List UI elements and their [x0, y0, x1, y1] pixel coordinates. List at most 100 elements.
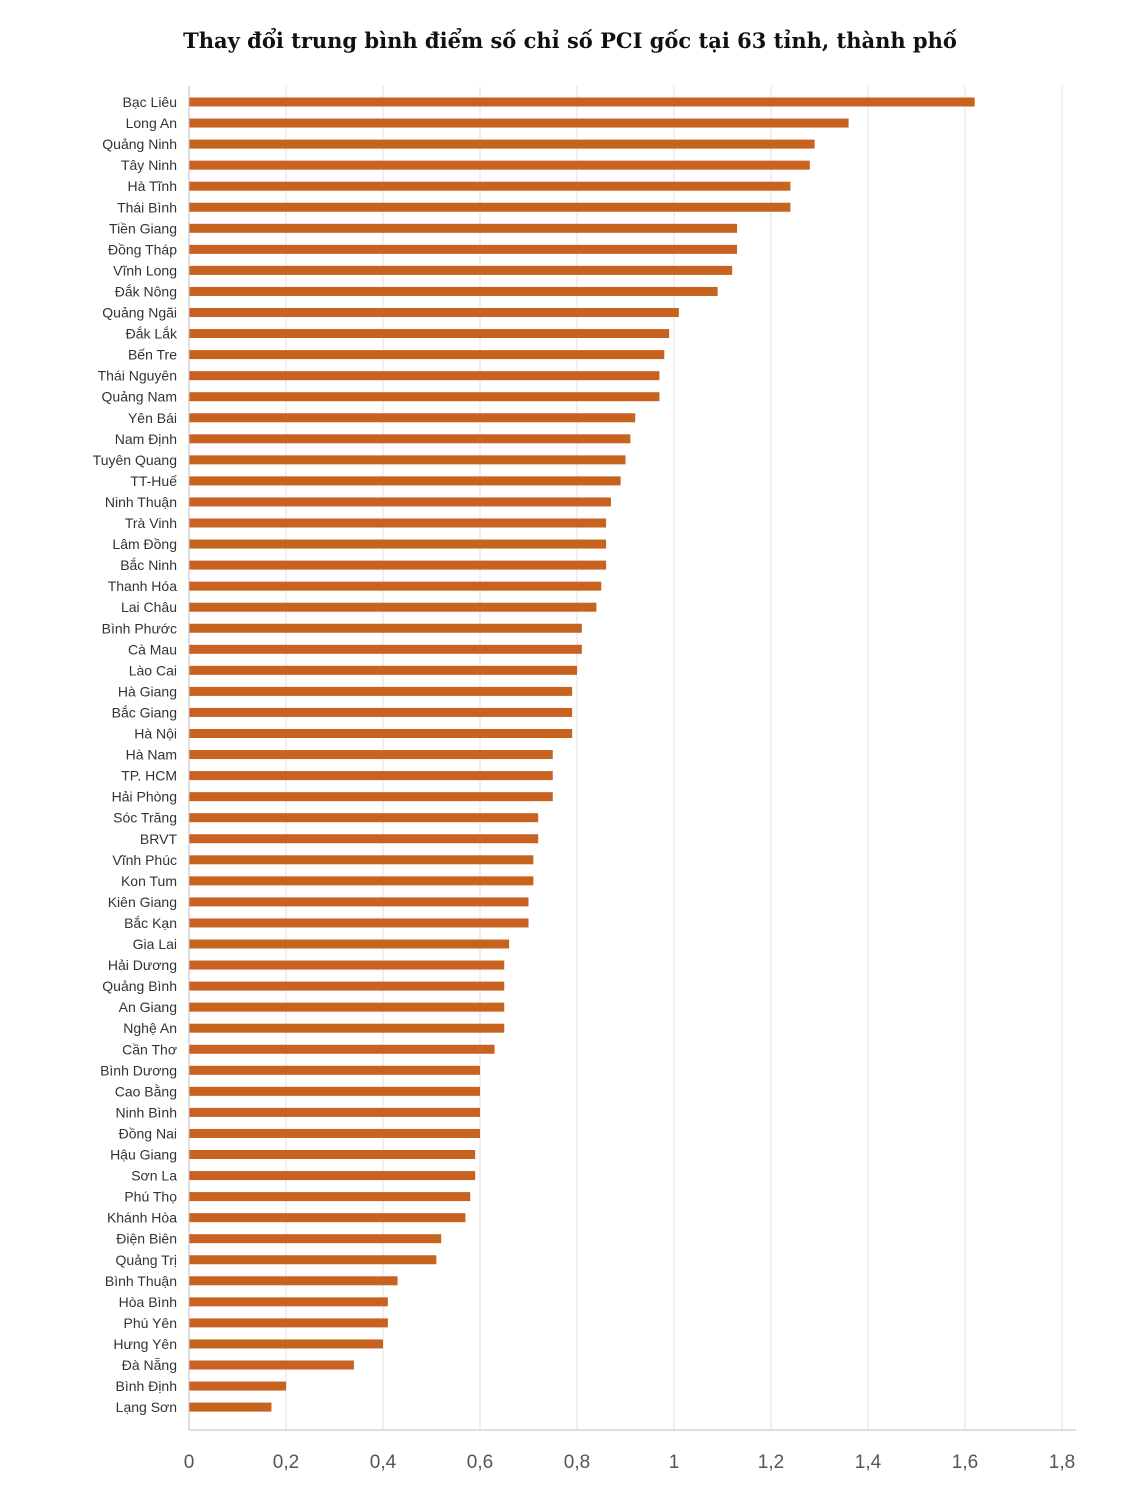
category-label: An Giang — [119, 999, 177, 1015]
category-label: Nam Định — [115, 431, 177, 447]
category-label: Quảng Trị — [116, 1252, 177, 1268]
bar — [189, 1107, 480, 1117]
category-label: Vĩnh Phúc — [112, 852, 177, 868]
bar — [189, 1255, 437, 1265]
bar — [189, 329, 670, 339]
bar — [189, 1044, 495, 1054]
bar — [189, 1065, 480, 1075]
bar — [189, 918, 529, 928]
bar — [189, 1171, 476, 1181]
bar — [189, 813, 539, 823]
category-label: Quảng Ninh — [102, 136, 177, 152]
bar — [189, 265, 733, 275]
bar — [189, 750, 553, 760]
x-tick-label: 0,6 — [467, 1452, 493, 1473]
category-label: Hòa Bình — [119, 1294, 177, 1310]
x-axis: 0 0,2 0,4 0,6 0,8 1 1,2 1,4 1,6 1,8 — [184, 86, 1076, 1473]
category-label: Cần Thơ — [122, 1041, 177, 1057]
category-label: TT-Huế — [130, 473, 177, 489]
category-label: Kon Tum — [121, 873, 177, 889]
category-label: Tuyên Quang — [93, 452, 177, 468]
bar — [189, 118, 849, 128]
category-label: Hậu Giang — [110, 1147, 177, 1163]
bar — [189, 350, 665, 360]
category-label: Gia Lai — [133, 936, 177, 952]
category-label: Ninh Thuận — [105, 494, 177, 510]
category-label: Phú Yên — [124, 1315, 177, 1331]
bar — [189, 581, 602, 591]
bar — [189, 539, 607, 549]
bar — [189, 308, 679, 317]
bar — [189, 876, 534, 886]
category-label: Quảng Nam — [102, 389, 177, 405]
bar — [189, 223, 738, 233]
x-tick-label: 1,2 — [758, 1452, 784, 1473]
category-label: Phú Thọ — [124, 1189, 177, 1205]
category-label: Khánh Hòa — [107, 1210, 177, 1226]
bar — [189, 1213, 466, 1223]
category-label: Vĩnh Long — [113, 262, 177, 278]
bar — [189, 981, 505, 991]
bar — [189, 1297, 388, 1307]
category-label: Lào Cai — [129, 662, 177, 678]
chart-title: Thay đổi trung bình điểm số chỉ số PCI g… — [183, 28, 957, 53]
bar — [189, 286, 718, 296]
x-tick-label: 1,4 — [855, 1452, 882, 1473]
bar — [189, 413, 636, 423]
category-label: Đắk Lắk — [126, 326, 178, 342]
bar — [189, 202, 791, 212]
bar — [189, 455, 626, 465]
category-label: Yên Bái — [128, 410, 177, 426]
bar — [189, 139, 815, 149]
bar — [189, 686, 573, 696]
category-label: Thanh Hóa — [108, 578, 177, 594]
category-label: Bạc Liêu — [123, 94, 177, 110]
category-label: Tiền Giang — [109, 220, 177, 236]
x-tick-label: 1 — [669, 1452, 680, 1473]
bar — [189, 1360, 354, 1370]
bar — [189, 434, 631, 444]
category-label: Bình Phước — [102, 620, 177, 636]
category-label: Bình Thuận — [105, 1273, 177, 1289]
category-label: Cà Mau — [128, 641, 177, 657]
bar — [189, 665, 577, 675]
bar — [189, 1276, 398, 1286]
bar — [189, 1192, 471, 1202]
category-label: Đồng Nai — [119, 1125, 177, 1141]
category-label: Lạng Sơn — [116, 1399, 177, 1415]
x-tick-label: 1,8 — [1049, 1452, 1075, 1473]
bar — [189, 939, 510, 949]
category-label: Bắc Giang — [112, 704, 177, 720]
category-label: Bình Dương — [100, 1062, 177, 1078]
category-label: Điện Biên — [116, 1231, 177, 1247]
bar — [189, 834, 539, 844]
category-label: Hải Phòng — [112, 789, 177, 805]
bar — [189, 1339, 383, 1349]
category-label: Kiên Giang — [108, 894, 177, 910]
category-label: TP. HCM — [121, 768, 177, 784]
bar — [189, 160, 810, 170]
bar — [189, 771, 553, 781]
category-label: Long An — [126, 115, 177, 131]
category-label: Cao Bằng — [115, 1083, 177, 1099]
category-labels: Bạc Liêu Long An Quảng Ninh Tây Ninh Hà Tĩnh… — [93, 94, 178, 1415]
bar — [189, 560, 607, 570]
bar — [189, 644, 582, 654]
category-label: Ninh Bình — [116, 1104, 177, 1120]
bar — [189, 1128, 480, 1138]
category-label: Bình Định — [116, 1378, 177, 1394]
bar — [189, 707, 573, 717]
bar — [189, 1402, 272, 1412]
bar — [189, 1150, 476, 1159]
bar — [189, 1086, 480, 1096]
bar — [189, 602, 597, 612]
bars — [189, 97, 975, 1412]
bar — [189, 1381, 286, 1391]
category-label: Hưng Yên — [113, 1336, 177, 1352]
category-label: Nghệ An — [123, 1020, 177, 1036]
x-tick-label: 0,8 — [564, 1452, 590, 1473]
category-label: Hải Dương — [108, 957, 177, 973]
category-label: Trà Vinh — [125, 515, 177, 531]
bar — [189, 518, 607, 528]
